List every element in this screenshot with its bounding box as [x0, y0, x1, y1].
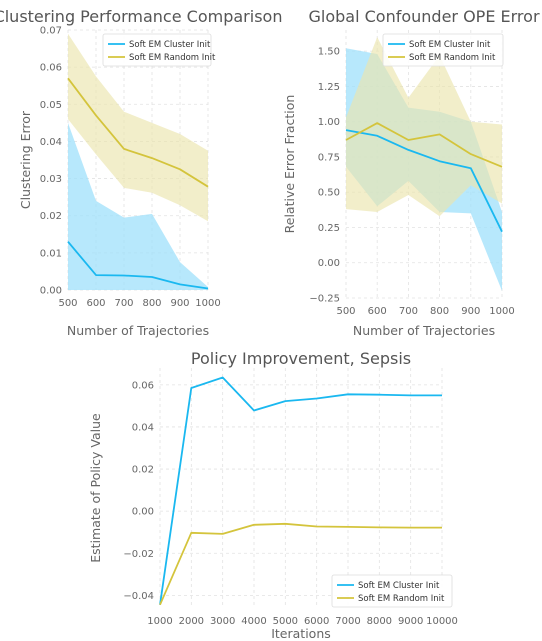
y-tick-label: 1.50 [318, 47, 340, 58]
x-tick-label: 800 [430, 306, 449, 317]
series-line-cluster-init [345, 129, 503, 233]
legend: Soft EM Cluster Init Soft EM Random Init [102, 33, 216, 67]
legend-box [331, 574, 453, 608]
y-axis-label: Relative Error Fraction [282, 95, 297, 234]
x-tick-label: 1000 [489, 306, 514, 317]
y-tick-label: −0.02 [123, 549, 154, 560]
confidence-band-random-init [68, 33, 208, 222]
chart-title: Clustering Performance Comparison [0, 7, 282, 26]
x-tick-label: 600 [86, 298, 105, 309]
series-line-random-init [159, 522, 442, 606]
x-axis-label: Number of Trajectories [353, 323, 495, 338]
chart-title: Policy Improvement, Sepsis [191, 349, 411, 368]
x-axis-label: Iterations [271, 626, 331, 641]
confidence-band-cluster-init [68, 122, 208, 291]
y-tick-label: 0.06 [132, 380, 154, 391]
x-tick-label: 2000 [179, 616, 204, 627]
legend-label: Soft EM Cluster Init [409, 40, 491, 50]
legend-label: Soft EM Cluster Init [358, 581, 440, 591]
chart-2: 500 600 700 800 900 1000 −0.25 0.00 0.25 0.50 0.75… [282, 7, 540, 338]
y-tick-label: 0.06 [40, 63, 62, 74]
x-tick-label: 500 [336, 306, 355, 317]
y-tick-label: 1.25 [318, 82, 340, 93]
x-tick-label: 6000 [304, 616, 329, 627]
series-line-cluster-init [67, 241, 209, 290]
x-tick-label: 700 [399, 306, 418, 317]
y-tick-label: −0.25 [309, 294, 340, 305]
x-tick-label: 8000 [367, 616, 392, 627]
x-tick-label: 3000 [210, 616, 235, 627]
y-tick-label: 0.01 [40, 248, 62, 259]
x-tick-label: 1000 [195, 298, 220, 309]
confidence-band-random-init [346, 37, 502, 217]
chart-title: Global Confounder OPE Error [308, 7, 539, 26]
x-tick-label: 700 [114, 298, 133, 309]
x-tick-label: 4000 [241, 616, 266, 627]
legend-label: Soft EM Random Init [409, 53, 496, 63]
series-line-random-init [67, 77, 209, 188]
x-tick-label: 7000 [335, 616, 360, 627]
x-tick-label: 900 [461, 306, 480, 317]
legend-label: Soft EM Random Init [129, 53, 216, 63]
legend-label: Soft EM Random Init [358, 594, 445, 604]
y-tick-label: 0.04 [40, 137, 62, 148]
series-line-random-init [345, 122, 503, 168]
x-tick-label: 900 [170, 298, 189, 309]
y-tick-label: 0.50 [318, 188, 340, 199]
legend: Soft EM Cluster Init Soft EM Random Init [382, 33, 504, 67]
y-tick-label: 0.07 [40, 26, 62, 37]
legend: Soft EM Cluster Init Soft EM Random Init [331, 574, 453, 608]
y-tick-label: −0.04 [123, 591, 154, 602]
chart-3: 1000 2000 3000 4000 5000 6000 7000 8000 9000 1000… [88, 349, 458, 641]
x-tick-label: 9000 [398, 616, 423, 627]
y-tick-label: 1.00 [318, 117, 340, 128]
y-tick-label: 0.75 [318, 152, 340, 163]
x-tick-label: 1000 [147, 616, 172, 627]
series-line-cluster-init [159, 376, 442, 605]
x-tick-label: 10000 [426, 616, 458, 627]
y-tick-label: 0.02 [40, 211, 62, 222]
x-tick-label: 500 [58, 298, 77, 309]
y-tick-label: 0.05 [40, 100, 62, 111]
y-tick-label: 0.03 [40, 174, 62, 185]
y-tick-label: 0.00 [132, 507, 154, 518]
y-tick-label: 0.04 [132, 422, 154, 433]
x-tick-label: 800 [142, 298, 161, 309]
legend-box [102, 33, 212, 67]
y-axis-label: Estimate of Policy Value [88, 413, 103, 563]
chart-1: 500 600 700 800 900 1000 0.00 0.01 0.02 0.03 0.04 0… [0, 7, 282, 338]
legend-label: Soft EM Cluster Init [129, 40, 211, 50]
y-tick-label: 0.00 [318, 258, 340, 269]
y-tick-label: 0.02 [132, 465, 154, 476]
x-axis-label: Number of Trajectories [67, 323, 209, 338]
y-axis-label: Clustering Error [18, 110, 33, 209]
y-tick-label: 0.25 [318, 223, 340, 234]
legend-box [382, 33, 504, 67]
x-tick-label: 5000 [273, 616, 298, 627]
y-tick-label: 0.00 [40, 286, 62, 297]
x-tick-label: 600 [368, 306, 387, 317]
